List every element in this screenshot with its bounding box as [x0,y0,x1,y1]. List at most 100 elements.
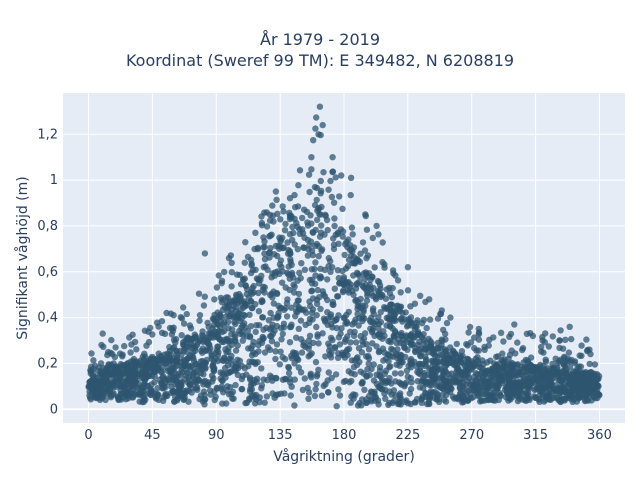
data-point [183,310,190,318]
data-point [465,396,472,403]
data-point [506,351,514,359]
data-point [331,285,338,292]
data-point [471,334,478,341]
data-point [269,212,277,219]
data-point [111,369,119,376]
data-point [249,342,256,349]
data-point [368,365,375,373]
data-point [386,374,393,382]
data-point [223,387,230,394]
data-point [443,319,451,327]
data-point [442,330,449,338]
data-point [303,309,310,316]
data-point [196,317,203,324]
data-point [255,308,263,315]
data-point [206,387,214,394]
data-point [375,383,382,391]
data-point [296,167,304,174]
data-point [566,380,574,387]
data-point [201,293,208,300]
data-point [277,216,284,223]
data-point [585,383,592,390]
data-point [408,322,415,329]
data-point [408,359,415,367]
data-point [428,371,435,378]
data-point [478,397,486,404]
data-point [256,322,263,329]
data-point [94,394,102,402]
data-point [234,356,241,363]
data-point [350,363,358,371]
data-point [133,346,140,353]
data-point [333,315,340,323]
data-point [139,362,146,370]
data-point [294,297,301,304]
data-point [298,349,306,356]
data-point [225,337,233,345]
data-point [208,372,216,379]
data-point [365,360,372,367]
data-point [176,386,184,394]
data-point [325,369,332,376]
data-point [331,222,338,230]
data-point [204,319,211,327]
data-point [575,375,582,382]
data-point [295,325,302,332]
data-point [313,216,321,224]
data-point [217,317,224,324]
data-point [569,398,576,406]
data-point [347,174,355,181]
data-point [310,137,317,144]
data-point [591,370,598,377]
data-point [181,357,188,365]
data-point [187,363,194,370]
data-point [359,239,367,246]
data-point [497,329,505,336]
data-point [463,367,470,374]
data-point [169,358,176,365]
data-point [131,338,139,346]
data-point [232,347,240,354]
data-point [240,311,247,319]
data-point [291,402,298,409]
data-point [288,321,295,328]
data-point [327,354,335,361]
data-point [316,211,323,218]
data-point [290,349,297,356]
data-point [318,247,325,254]
data-point [460,392,467,400]
data-point [258,219,266,227]
data-point [379,239,386,246]
data-point [286,212,294,219]
data-point [253,275,261,282]
data-point [148,372,156,380]
data-point [532,386,540,393]
data-point [394,346,401,353]
data-point [106,386,113,393]
data-point [308,280,316,287]
data-point [180,320,188,327]
data-point [259,314,267,321]
data-point [494,371,502,378]
data-point [464,355,471,362]
data-point [504,371,511,378]
data-point [295,182,302,189]
data-point [590,378,597,385]
data-point [336,392,344,399]
data-point [100,343,107,350]
data-point [293,219,300,227]
data-point [218,383,225,390]
data-point [556,337,563,344]
data-point [231,318,238,326]
data-point [272,242,280,250]
data-point [333,403,340,410]
chart-title-line-2: Koordinat (Sweref 99 TM): E 349482, N 62… [125,51,515,70]
data-point [460,388,467,395]
data-point [160,373,167,380]
data-point [426,343,434,350]
data-point [575,393,583,401]
data-point [213,284,221,291]
data-point [312,125,319,132]
data-point [252,328,259,336]
data-point [500,375,508,382]
